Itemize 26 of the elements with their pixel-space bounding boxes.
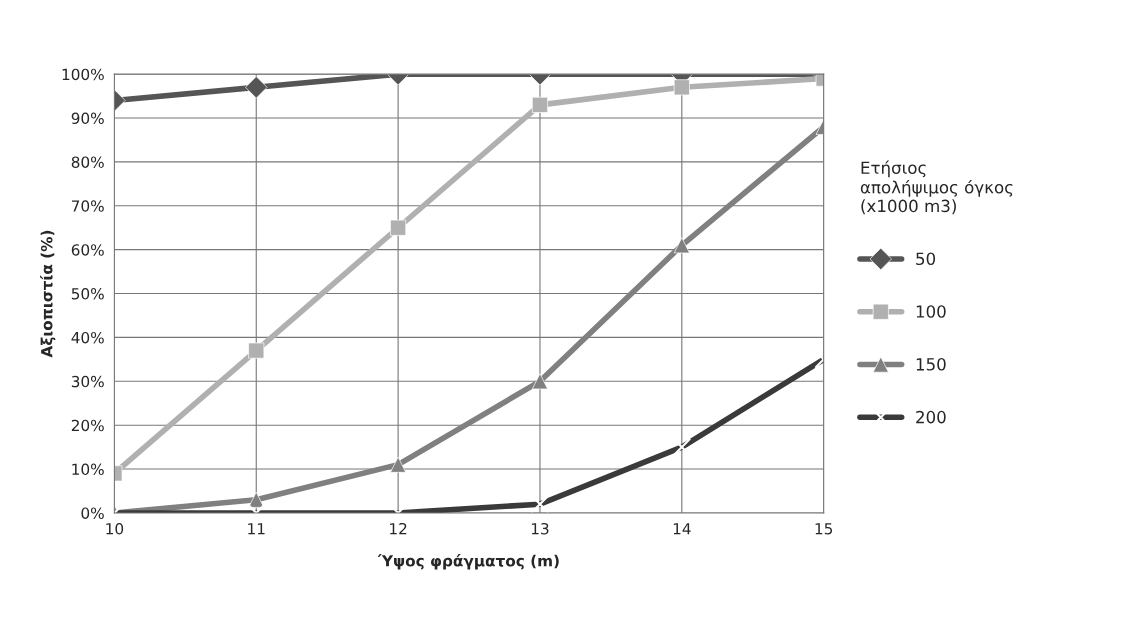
y-axis-title: Αξιοπιστία (%) bbox=[40, 230, 56, 358]
y-tick-label: 90% bbox=[71, 112, 104, 125]
y-tick-label: 40% bbox=[71, 331, 104, 344]
legend-label: 200 bbox=[916, 410, 946, 424]
legend-label: 100 bbox=[916, 305, 946, 318]
y-tick-label: 30% bbox=[71, 375, 104, 388]
x-tick-label: 12 bbox=[390, 522, 407, 535]
point bbox=[390, 219, 407, 236]
x-tick-label: 15 bbox=[815, 523, 833, 535]
legend-label: 150 bbox=[916, 358, 946, 371]
y-tick-label: 50% bbox=[71, 288, 104, 300]
y-tick-label: 70% bbox=[71, 200, 104, 212]
point bbox=[531, 96, 548, 113]
x-tick-label: 11 bbox=[248, 523, 265, 535]
y-tick-label: 60% bbox=[71, 244, 104, 256]
legend-title: Ετήσιος απολήψιμος όγκος (x1000 m3) bbox=[860, 160, 1013, 215]
x-tick-label: 10 bbox=[106, 522, 124, 535]
y-tick-label: 100% bbox=[62, 68, 104, 81]
x-tick-label: 14 bbox=[673, 523, 691, 535]
x-axis-title: Ύψος φράγματος (m) bbox=[377, 554, 559, 570]
y-tick-label: 10% bbox=[72, 463, 104, 476]
x-tick-label: 13 bbox=[531, 522, 549, 535]
y-tick-label: 80% bbox=[71, 156, 104, 168]
y-tick-label: 0% bbox=[81, 507, 104, 519]
legend-label: 50 bbox=[916, 252, 936, 266]
y-tick-label: 20% bbox=[71, 419, 104, 432]
